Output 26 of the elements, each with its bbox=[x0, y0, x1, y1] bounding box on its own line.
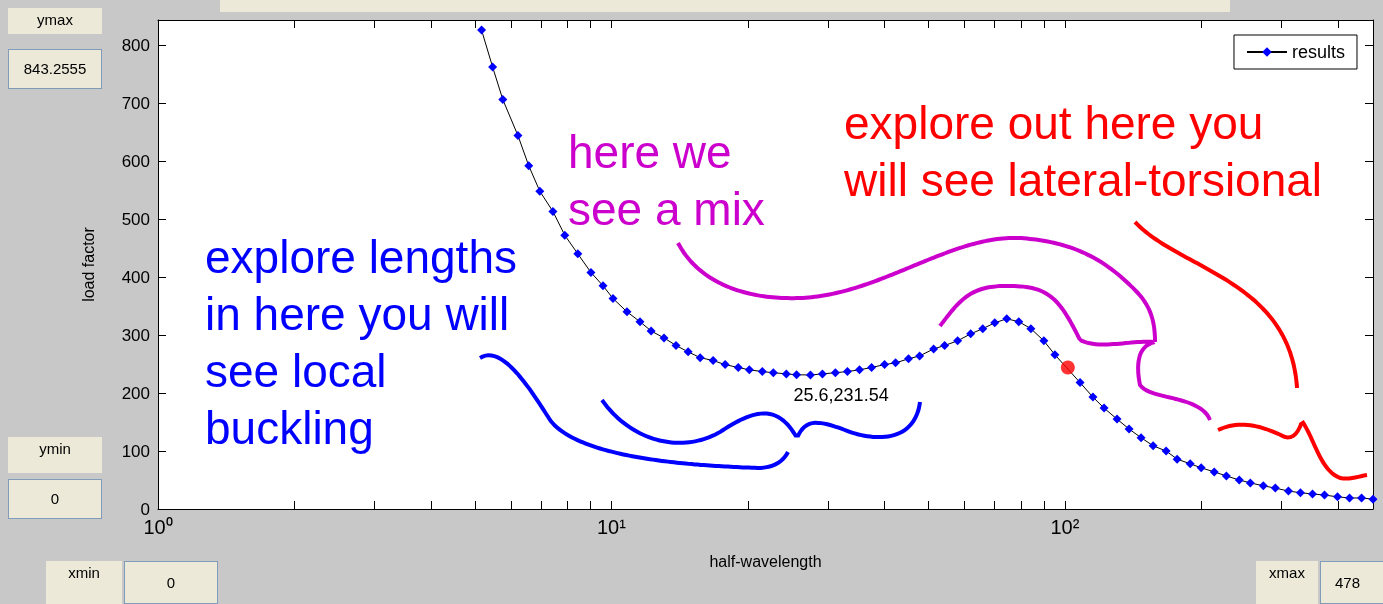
y-tick-label: 800 bbox=[121, 35, 150, 55]
text: xmax bbox=[1256, 561, 1318, 604]
y-tick-label: 500 bbox=[121, 209, 150, 229]
text: xmin bbox=[46, 561, 122, 604]
y-tick-label: 600 bbox=[121, 151, 150, 171]
text: ymin bbox=[8, 437, 102, 473]
y-axis-title: load factor bbox=[79, 226, 97, 302]
y-tick-label: 400 bbox=[121, 267, 150, 287]
y-tick-label: 0 bbox=[140, 499, 150, 519]
annotation: explore lengths in here you will see local buckling bbox=[205, 230, 518, 456]
annotation: here we see a mix bbox=[568, 125, 766, 237]
y-tick-label: 700 bbox=[121, 93, 150, 113]
legend-label: results bbox=[1291, 42, 1345, 62]
text: 0 bbox=[8, 479, 102, 519]
annotation: explore out here you will see lateral-torsional bbox=[844, 96, 1324, 208]
text: 843.2555 bbox=[8, 49, 102, 89]
x-tick-label: 10¹ bbox=[597, 516, 627, 538]
text: 478 bbox=[1320, 561, 1383, 604]
y-tick-label: 100 bbox=[121, 441, 150, 461]
y-tick-label: 200 bbox=[121, 383, 150, 403]
x-axis-title: half-wavelength bbox=[709, 552, 822, 570]
x-tick-label: 10⁰ bbox=[143, 516, 173, 538]
y-tick-label: 300 bbox=[121, 325, 150, 345]
text: ymax bbox=[8, 8, 102, 34]
x-tick-label: 10² bbox=[1050, 516, 1080, 538]
annotation: 25.6,231.54 bbox=[793, 384, 889, 406]
